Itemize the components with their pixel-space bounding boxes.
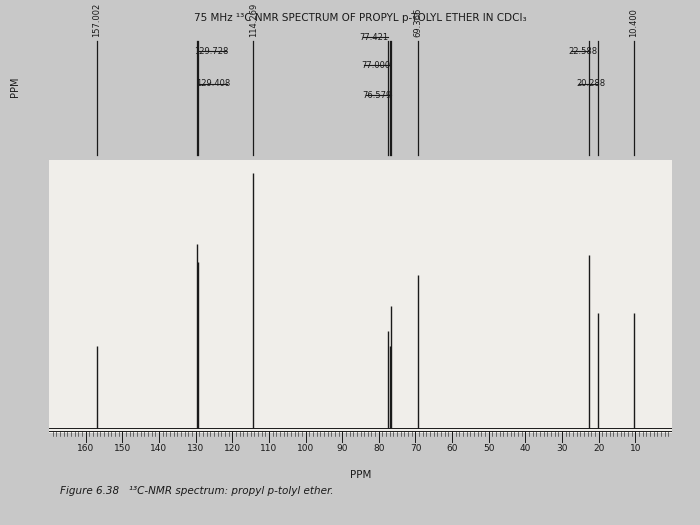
Text: 160: 160	[77, 444, 94, 453]
Text: PPM: PPM	[350, 470, 371, 480]
Text: 150: 150	[113, 444, 131, 453]
Text: 70: 70	[410, 444, 421, 453]
Text: 10.400: 10.400	[629, 8, 638, 37]
Text: 140: 140	[150, 444, 167, 453]
Text: 114.269: 114.269	[248, 3, 258, 37]
Text: 50: 50	[483, 444, 494, 453]
Text: 20: 20	[593, 444, 604, 453]
Text: 129.408: 129.408	[196, 79, 230, 88]
Text: 90: 90	[337, 444, 348, 453]
Text: 22.588: 22.588	[568, 47, 597, 56]
Text: 69.366: 69.366	[413, 8, 422, 37]
Text: 129.728: 129.728	[195, 47, 229, 56]
Text: 30: 30	[556, 444, 568, 453]
Text: 10: 10	[629, 444, 641, 453]
Text: 120: 120	[224, 444, 241, 453]
Text: PPM: PPM	[10, 76, 20, 97]
Text: 110: 110	[260, 444, 277, 453]
Text: 100: 100	[297, 444, 314, 453]
Text: 20.288: 20.288	[576, 79, 606, 88]
Text: 77.000: 77.000	[361, 61, 391, 70]
Text: 77.421: 77.421	[360, 33, 389, 41]
Text: 40: 40	[519, 444, 531, 453]
Text: 80: 80	[373, 444, 384, 453]
Text: 76.579: 76.579	[363, 91, 392, 100]
Text: 157.002: 157.002	[92, 3, 101, 37]
Text: Figure 6.38   ¹³C-NMR spectrum: propyl p-tolyl ether.: Figure 6.38 ¹³C-NMR spectrum: propyl p-t…	[60, 486, 333, 496]
Text: 60: 60	[447, 444, 458, 453]
Text: 75 MHz ¹³C NMR SPECTRUM OF PROPYL p-TOLYL ETHER IN CDCl₃: 75 MHz ¹³C NMR SPECTRUM OF PROPYL p-TOLY…	[194, 13, 527, 23]
Text: 130: 130	[187, 444, 204, 453]
